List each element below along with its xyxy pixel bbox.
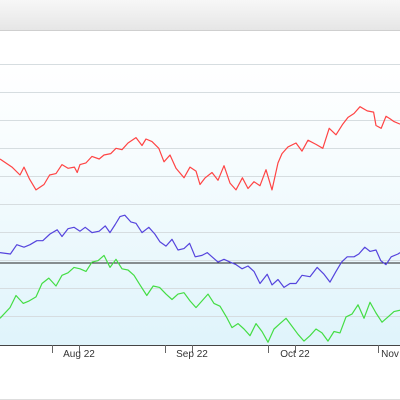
x-tick-label: Nov (381, 349, 399, 360)
series-line-3 (0, 254, 400, 343)
chart-header-bar (0, 0, 400, 30)
x-tick-label: Aug 22 (63, 349, 95, 360)
series-group (0, 106, 400, 343)
x-tick-label: Oct 22 (280, 349, 310, 360)
x-tick-label: Sep 22 (176, 349, 208, 360)
series-line-1 (0, 106, 400, 191)
series-line-2 (0, 214, 400, 288)
top-margin (0, 31, 400, 64)
